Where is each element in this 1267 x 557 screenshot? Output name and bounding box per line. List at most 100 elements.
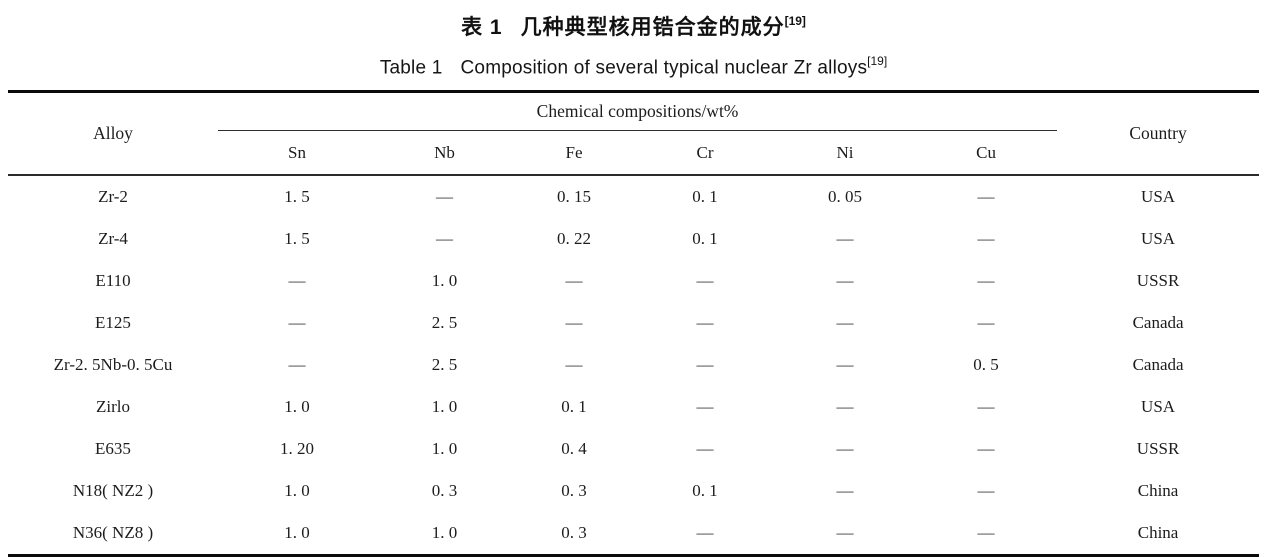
cell-cr: — bbox=[696, 397, 714, 417]
cell-nb: 1. 0 bbox=[431, 439, 458, 459]
cell-cr: — bbox=[696, 313, 714, 333]
cell-ni: — bbox=[836, 481, 854, 501]
cell-nb: 1. 0 bbox=[431, 397, 458, 417]
cell-country: USA bbox=[1141, 397, 1176, 417]
cell-fe: — bbox=[565, 313, 583, 333]
cell-fe: — bbox=[565, 355, 583, 375]
column-header-fe: Fe bbox=[513, 130, 635, 177]
cell-sn: 1. 5 bbox=[284, 229, 310, 249]
cell-cu: — bbox=[977, 439, 995, 459]
table-row-zr2: Zr-2 1. 5 — 0. 15 0. 1 0. 05 — USA bbox=[8, 175, 1259, 218]
cell-sn: — bbox=[288, 313, 306, 333]
caption-zh-label: 表 1 bbox=[461, 16, 503, 39]
cell-ni: — bbox=[836, 229, 854, 249]
cell-cu: — bbox=[977, 187, 995, 207]
cell-cr: — bbox=[696, 523, 714, 543]
column-header-cu: Cu bbox=[915, 130, 1058, 177]
cell-country: China bbox=[1137, 481, 1179, 501]
caption-chinese: 表 1 几种典型核用锆合金的成分[19] bbox=[0, 7, 1267, 43]
cell-fe: 0. 4 bbox=[561, 439, 587, 459]
caption-english: Table 1 Composition of several typical nu… bbox=[0, 49, 1267, 81]
table-row-zr25nb05cu: Zr-2. 5Nb-0. 5Cu — 2. 5 — — — 0. 5 Canad… bbox=[8, 344, 1259, 386]
cell-sn: 1. 5 bbox=[284, 187, 310, 207]
cell-cr: 0. 1 bbox=[692, 229, 718, 249]
table-row-n18: N18( NZ2 ) 1. 0 0. 3 0. 3 0. 1 — — China bbox=[8, 470, 1259, 512]
cell-alloy: E110 bbox=[95, 271, 131, 291]
cell-sn: 1. 0 bbox=[284, 397, 310, 417]
header-group-row: Alloy Chemical compositions/wt% Country bbox=[8, 91, 1260, 177]
column-header-sn: Sn bbox=[218, 130, 376, 177]
cell-ni: — bbox=[836, 271, 854, 291]
column-header-country: Country bbox=[1057, 91, 1260, 177]
cell-cu: — bbox=[977, 481, 995, 501]
table-row-e110: E110 — 1. 0 — — — — USSR bbox=[8, 260, 1259, 302]
cell-alloy: E635 bbox=[95, 439, 131, 459]
cell-cr: 0. 1 bbox=[692, 481, 718, 501]
cell-alloy: E125 bbox=[95, 313, 131, 333]
cell-cu: — bbox=[977, 313, 995, 333]
cell-nb: 1. 0 bbox=[431, 271, 458, 291]
table-row-n36: N36( NZ8 ) 1. 0 1. 0 0. 3 — — — China bbox=[8, 512, 1259, 556]
table-captions: 表 1 几种典型核用锆合金的成分[19] Table 1 Composition o… bbox=[0, 0, 1267, 81]
cell-alloy: N36( NZ8 ) bbox=[72, 523, 154, 543]
cell-fe: 0. 1 bbox=[561, 397, 587, 417]
cell-country: USSR bbox=[1136, 271, 1180, 291]
column-header-alloy: Alloy bbox=[8, 91, 218, 177]
cell-country: USA bbox=[1141, 187, 1176, 207]
column-header-cr: Cr bbox=[635, 130, 775, 177]
cell-alloy: Zirlo bbox=[96, 397, 130, 417]
cell-fe: 0. 15 bbox=[557, 187, 591, 207]
column-group-chemical-compositions: Chemical compositions/wt% bbox=[218, 91, 1058, 132]
cell-alloy: Zr-2. 5Nb-0. 5Cu bbox=[53, 355, 173, 375]
cell-fe: 0. 3 bbox=[561, 481, 587, 501]
cell-alloy: Zr-4 bbox=[98, 229, 128, 249]
caption-zh-text: 几种典型核用锆合金的成分 bbox=[520, 16, 785, 39]
cell-ni: — bbox=[836, 523, 854, 543]
table-row-e125: E125 — 2. 5 — — — — Canada bbox=[8, 302, 1259, 344]
cell-cr: — bbox=[696, 355, 714, 375]
cell-alloy: Zr-2 bbox=[98, 187, 128, 207]
cell-ni: — bbox=[836, 313, 854, 333]
cell-alloy: N18( NZ2 ) bbox=[72, 481, 154, 501]
cell-ni: — bbox=[836, 397, 854, 417]
column-header-ni: Ni bbox=[775, 130, 915, 177]
table-row-e635: E635 1. 20 1. 0 0. 4 — — — USSR bbox=[8, 428, 1259, 470]
caption-zh-citation: [19] bbox=[784, 14, 806, 28]
cell-ni: 0. 05 bbox=[828, 187, 862, 207]
table-row-zr4: Zr-4 1. 5 — 0. 22 0. 1 — — USA bbox=[8, 218, 1259, 260]
cell-fe: — bbox=[565, 271, 583, 291]
cell-cr: — bbox=[696, 271, 714, 291]
caption-en-text: Composition of several typical nuclear Z… bbox=[460, 57, 868, 79]
cell-cr: — bbox=[696, 439, 714, 459]
cell-country: Canada bbox=[1132, 355, 1184, 375]
cell-cr: 0. 1 bbox=[692, 187, 718, 207]
cell-country: China bbox=[1137, 523, 1179, 543]
cell-cu: — bbox=[977, 397, 995, 417]
table-row-zirlo: Zirlo 1. 0 1. 0 0. 1 — — — USA bbox=[8, 386, 1259, 428]
cell-sn: 1. 20 bbox=[280, 439, 314, 459]
cell-nb: 0. 3 bbox=[431, 481, 458, 501]
cell-sn: 1. 0 bbox=[284, 523, 310, 543]
cell-fe: 0. 3 bbox=[561, 523, 587, 543]
cell-cu: 0. 5 bbox=[973, 355, 999, 375]
alloy-composition-table: Alloy Chemical compositions/wt% Country … bbox=[8, 90, 1260, 557]
cell-cu: — bbox=[977, 523, 995, 543]
cell-sn: — bbox=[288, 271, 306, 291]
cell-country: USSR bbox=[1136, 439, 1180, 459]
cell-cu: — bbox=[977, 229, 995, 249]
cell-nb: 2. 5 bbox=[431, 355, 458, 375]
cell-ni: — bbox=[836, 355, 854, 375]
cell-nb: 1. 0 bbox=[431, 523, 458, 543]
caption-en-citation: [19] bbox=[867, 54, 888, 68]
cell-nb: — bbox=[436, 187, 453, 207]
cell-fe: 0. 22 bbox=[557, 229, 591, 249]
cell-country: USA bbox=[1141, 229, 1176, 249]
caption-en-label: Table 1 bbox=[379, 57, 443, 79]
cell-sn: — bbox=[288, 355, 306, 375]
column-header-nb: Nb bbox=[376, 130, 513, 177]
cell-nb: 2. 5 bbox=[431, 313, 458, 333]
cell-ni: — bbox=[836, 439, 854, 459]
cell-country: Canada bbox=[1132, 313, 1184, 333]
header-sub-row: Sn Nb Fe Cr Ni Cu bbox=[8, 130, 1259, 177]
